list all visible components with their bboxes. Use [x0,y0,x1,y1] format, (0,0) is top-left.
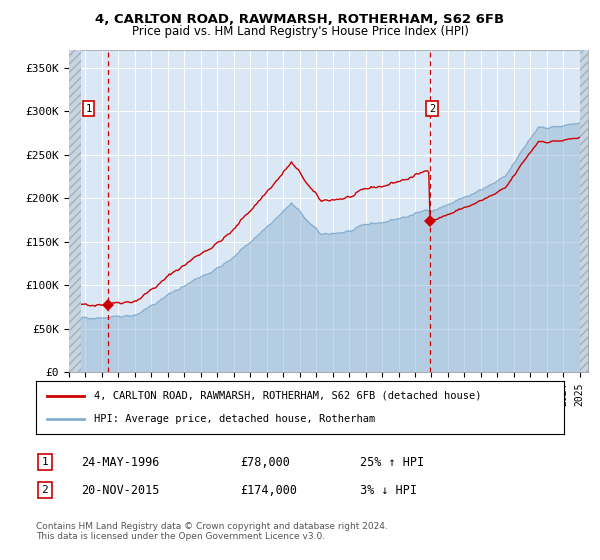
Bar [580,50,588,372]
Text: £78,000: £78,000 [240,455,290,469]
Text: Contains HM Land Registry data © Crown copyright and database right 2024.
This d: Contains HM Land Registry data © Crown c… [36,522,388,542]
Text: 1: 1 [85,104,92,114]
Text: 4, CARLTON ROAD, RAWMARSH, ROTHERHAM, S62 6FB (detached house): 4, CARLTON ROAD, RAWMARSH, ROTHERHAM, S6… [94,391,482,401]
Text: 2: 2 [41,485,49,495]
Text: HPI: Average price, detached house, Rotherham: HPI: Average price, detached house, Roth… [94,414,376,424]
Text: 20-NOV-2015: 20-NOV-2015 [81,483,160,497]
Text: 3% ↓ HPI: 3% ↓ HPI [360,483,417,497]
Text: 2: 2 [429,104,435,114]
Text: 24-MAY-1996: 24-MAY-1996 [81,455,160,469]
Text: £174,000: £174,000 [240,483,297,497]
Text: Price paid vs. HM Land Registry's House Price Index (HPI): Price paid vs. HM Land Registry's House … [131,25,469,38]
Text: 4, CARLTON ROAD, RAWMARSH, ROTHERHAM, S62 6FB: 4, CARLTON ROAD, RAWMARSH, ROTHERHAM, S6… [95,13,505,26]
Text: 25% ↑ HPI: 25% ↑ HPI [360,455,424,469]
Text: 1: 1 [41,457,49,467]
Bar [69,50,80,372]
